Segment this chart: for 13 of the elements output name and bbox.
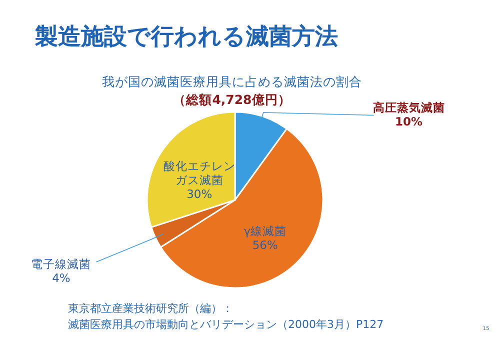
slice-label: γ線滅菌 [244,224,287,238]
slice-label: 電子線滅菌 [31,256,92,271]
text: 東京都立産業技術研究所（編）： [68,302,233,315]
slice-label: 高圧蒸気滅菌 [372,100,445,114]
data-label: 10% [395,114,424,128]
chart-subtitle: 我が国の滅菌医療用具に占める滅菌法の割合 [102,74,362,89]
chart-title: 製造施設で行われる滅菌方法 [34,23,338,50]
data-label: 56% [252,238,278,252]
text: （総額4,728億円） [173,92,291,107]
slice-label: 酸化エチレンガス滅菌 [163,159,236,188]
data-label: 30% [186,187,212,202]
data-label: 4% [52,270,70,285]
text: 滅菌医療用具の市場動向とバリデーション（2000年3月）P127 [68,318,384,331]
